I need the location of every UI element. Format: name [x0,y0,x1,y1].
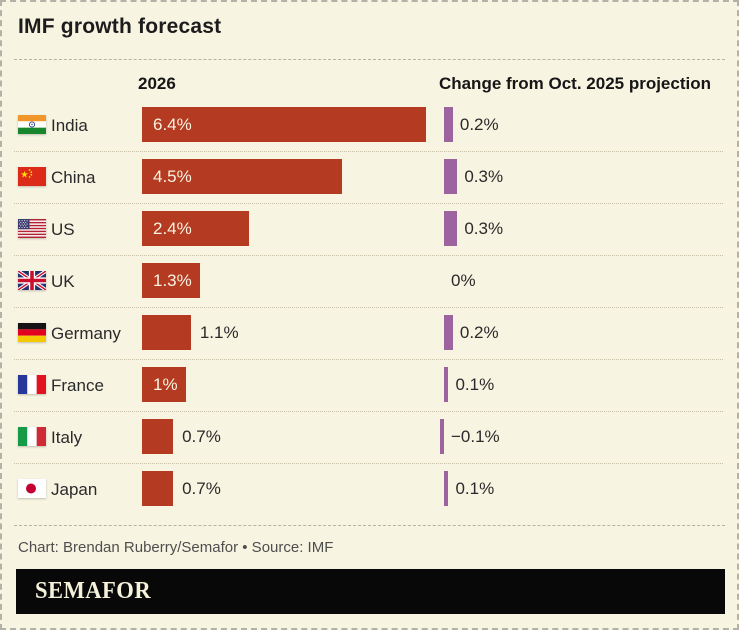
japan-flag-icon [18,479,46,498]
change-value-label: 0.1% [455,375,495,394]
growth-bar [142,419,174,454]
growth-value-label: 1.3% [153,271,192,290]
growth-bar [142,315,191,350]
change-value-label: −0.1% [451,427,500,446]
country-row: India 6.4% 0.2% [14,100,723,152]
china-flag-icon [18,167,46,186]
country-label: Japan [51,480,98,499]
country-label: France [51,376,104,395]
growth-bar [142,471,174,506]
growth-value-label: 2.4% [153,219,192,238]
credit-line: Chart: Brendan Ruberry/Semafor • Source:… [18,539,334,556]
growth-value-label: 0.7% [182,479,221,498]
country-row: Italy 0.7% −0.1% [14,412,723,464]
column-header-2026: 2026 [138,74,176,93]
uk-flag-icon [18,271,46,290]
country-row: US 2.4% 0.3% [14,204,723,256]
country-row: UK 1.3% 0% [14,256,723,308]
footer-divider [14,525,725,526]
country-row: Japan 0.7% 0.1% [14,464,723,515]
change-bar [439,419,444,454]
change-bar [444,159,458,194]
chart-title: IMF growth forecast [18,15,222,38]
growth-value-label: 1.1% [199,323,239,342]
change-value-label: 0.3% [464,219,504,238]
semafor-logo-bar: SEMAFOR [16,569,725,614]
growth-bar [142,367,187,402]
country-label: Germany [51,324,121,343]
growth-value-label: 4.5% [153,167,192,186]
country-row: France 1% 0.1% [14,360,723,412]
change-bar [444,471,449,506]
us-flag-icon [18,219,46,238]
semafor-wordmark: SEMAFOR [35,578,152,604]
growth-value-label: 0.7% [182,427,221,446]
country-label: China [51,168,96,187]
growth-value-label: 1% [153,375,178,394]
country-label: India [51,116,88,135]
title-divider [14,59,725,60]
country-label: US [51,220,75,239]
growth-bar [142,211,249,246]
change-bar [444,107,453,142]
growth-value-label: 6.4% [153,115,192,134]
column-header-change: Change from Oct. 2025 projection [438,74,711,93]
country-row: Germany 1.1% 0.2% [14,308,723,360]
change-value-label: 0.2% [459,115,499,134]
country-label: Italy [51,428,83,447]
change-value-label: 0.3% [464,167,504,186]
change-bar [444,367,449,402]
change-value-label: 0.1% [455,479,495,498]
india-flag-icon [18,115,46,134]
country-label: UK [51,272,75,291]
france-flag-icon [18,375,46,394]
chart-rows: India 6.4% 0.2% China 4.5% 0.3% US 2.4% … [2,100,737,515]
change-bar [444,315,453,350]
growth-bar [142,107,427,142]
change-value-label: 0% [451,271,476,290]
growth-bar [142,159,342,194]
change-bar [444,211,458,246]
germany-flag-icon [18,323,46,342]
italy-flag-icon [18,427,46,446]
country-row: China 4.5% 0.3% [14,152,723,204]
change-value-label: 0.2% [459,323,499,342]
growth-bar [142,263,200,298]
